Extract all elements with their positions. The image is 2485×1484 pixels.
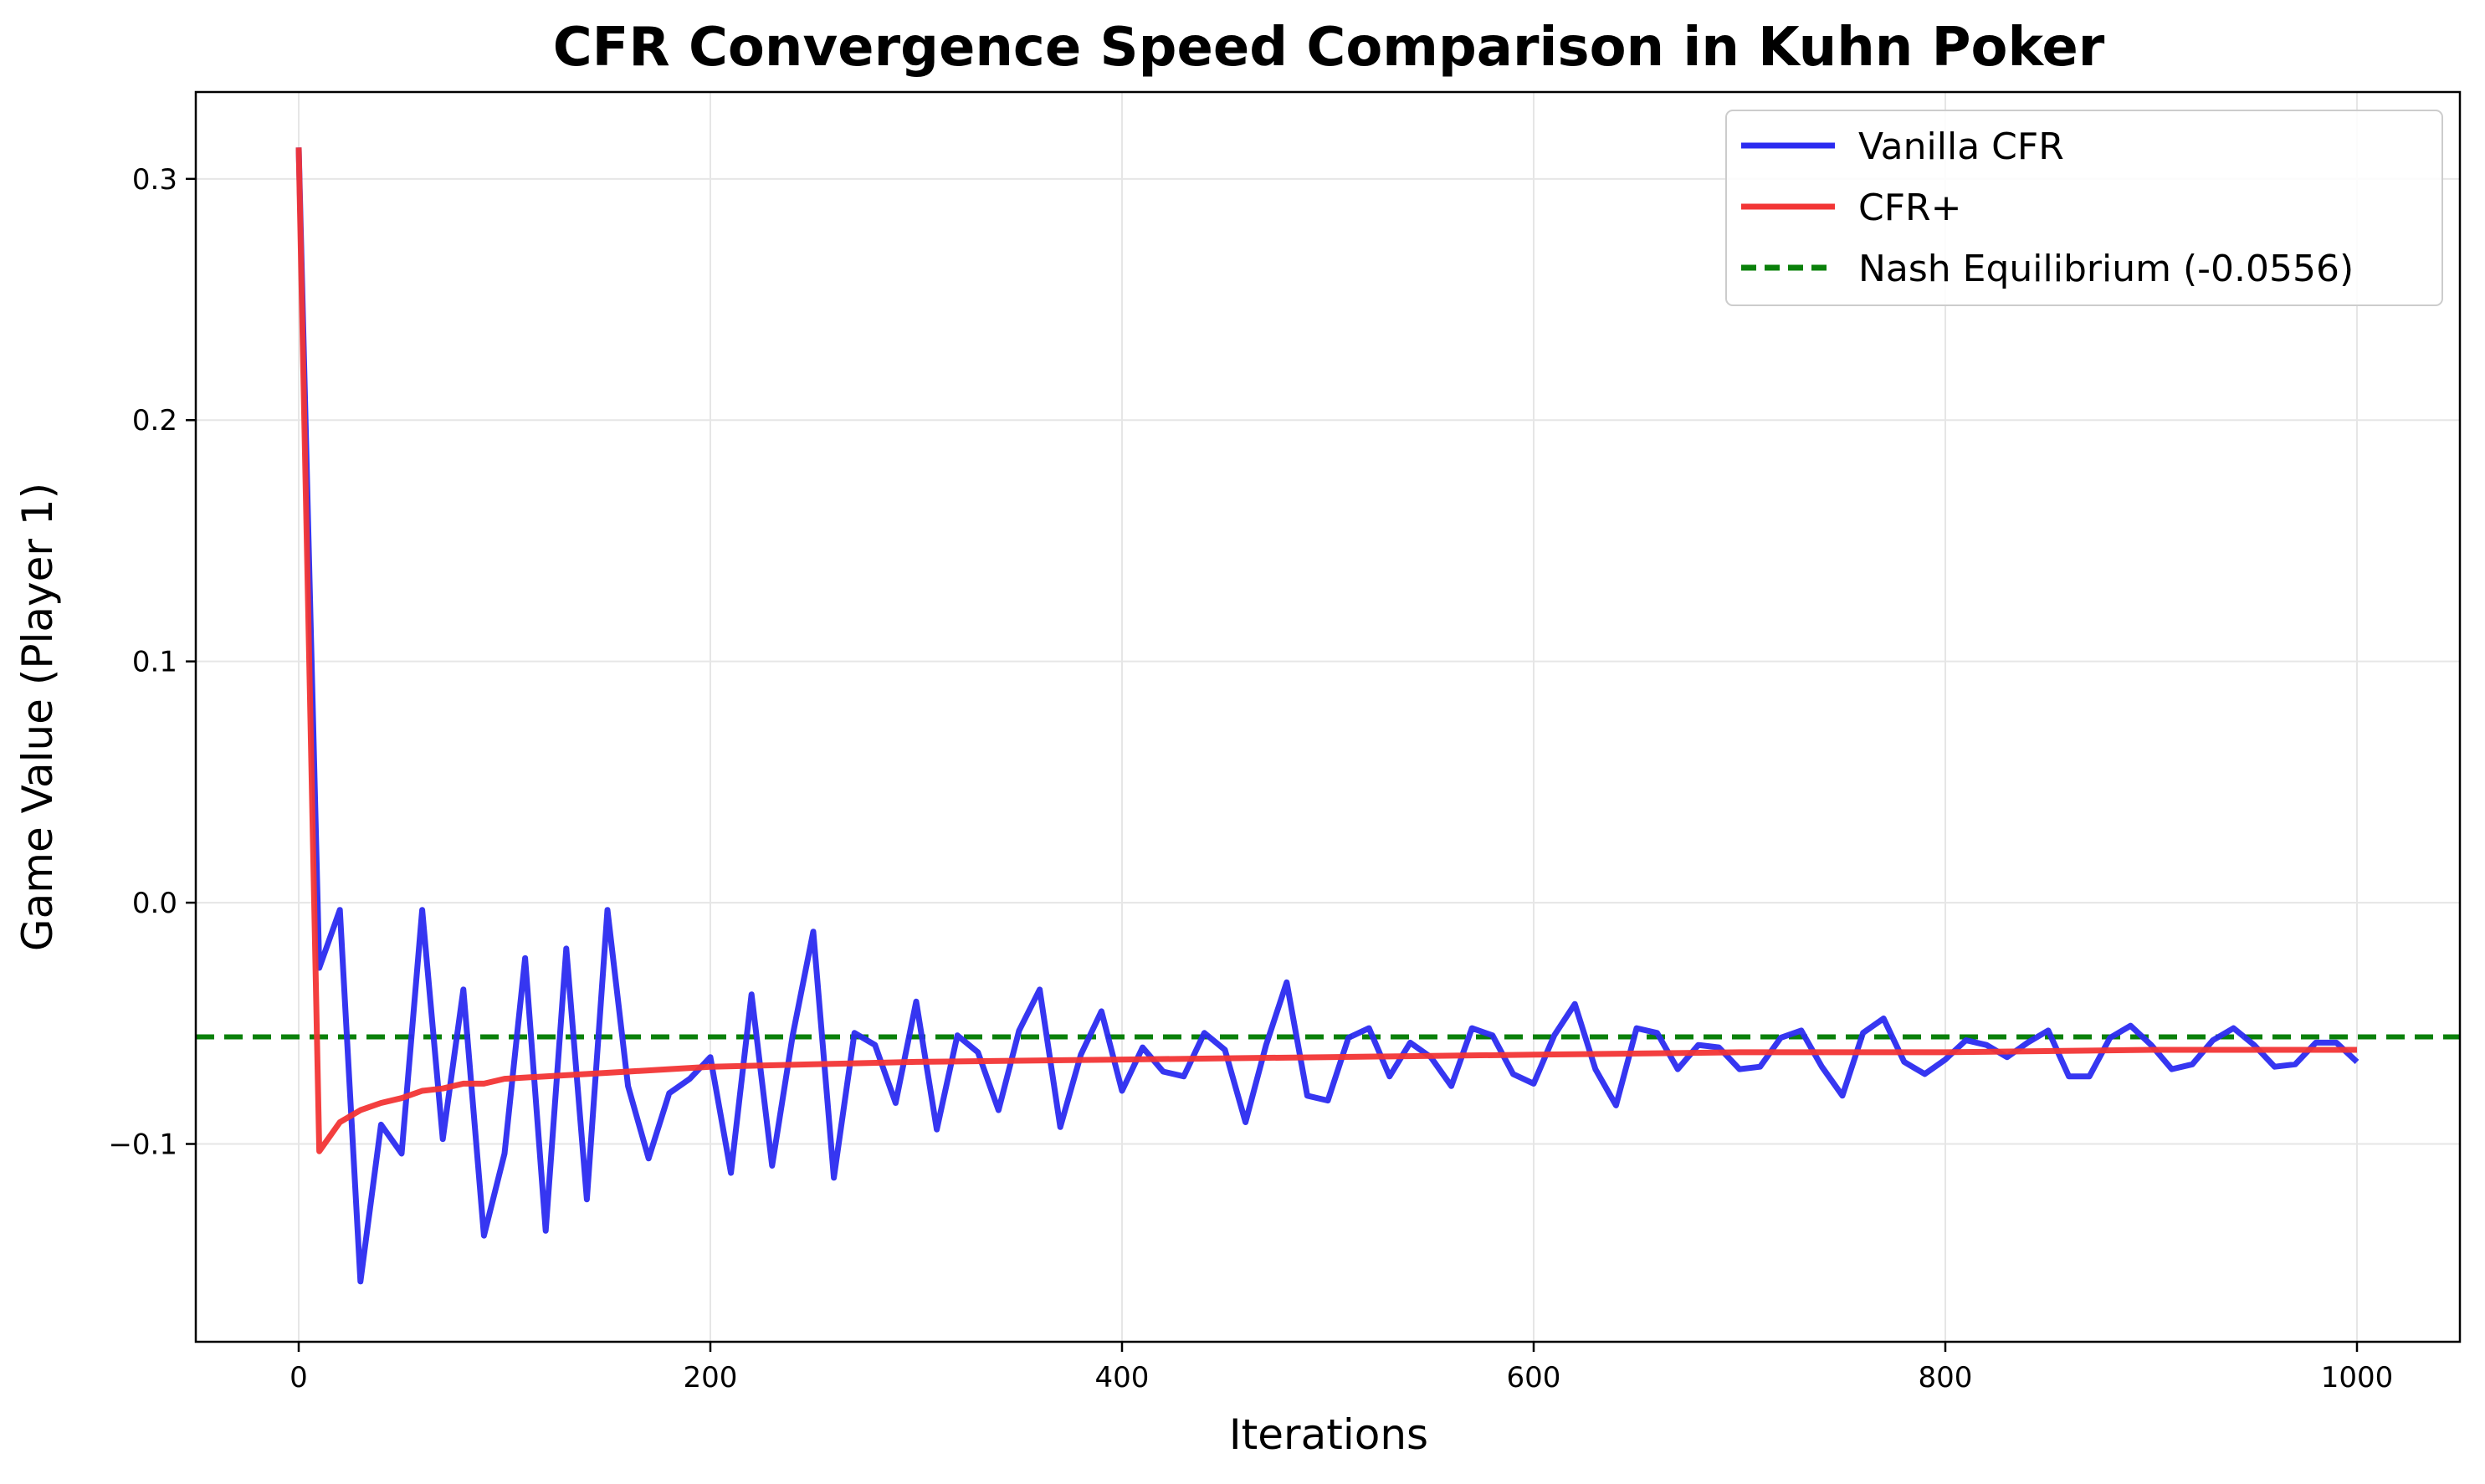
legend-box	[1725, 110, 2443, 306]
y-tick-label: 0.2	[132, 404, 177, 438]
y-tick-label: 0.1	[132, 646, 177, 679]
chart-title: CFR Convergence Speed Comparison in Kuhn…	[553, 17, 2105, 79]
x-tick-label: 800	[1919, 1361, 1973, 1394]
x-tick-label: 200	[684, 1361, 738, 1394]
axes-frame	[194, 90, 2462, 1343]
x-tick-label: 400	[1095, 1361, 1150, 1394]
legend-label: Vanilla CFR	[1858, 125, 2064, 168]
x-axis-label: Iterations	[1229, 1410, 1428, 1459]
y-tick-label: 0.3	[132, 163, 177, 197]
plot-area	[196, 147, 2460, 1285]
legend: Vanilla CFR CFR+ Nash Equilibrium (-0.0556…	[1725, 110, 2443, 306]
axis-ticks: 0 200 400 600 800 1000 −0.1 0.0 0.1 0.2 0.3	[108, 163, 2393, 1394]
x-tick-label: 0	[289, 1361, 308, 1394]
legend-label: CFR+	[1858, 187, 1961, 229]
x-tick-label: 1000	[2321, 1361, 2394, 1394]
y-axis-label: Game Value (Player 1)	[13, 483, 62, 951]
x-tick-label: 600	[1507, 1361, 1561, 1394]
y-tick-label: −0.1	[108, 1128, 177, 1161]
series-line-cfr-plus	[295, 147, 2357, 1154]
y-tick-label: 0.0	[132, 887, 177, 920]
legend-label: Nash Equilibrium (-0.0556)	[1858, 248, 2354, 290]
